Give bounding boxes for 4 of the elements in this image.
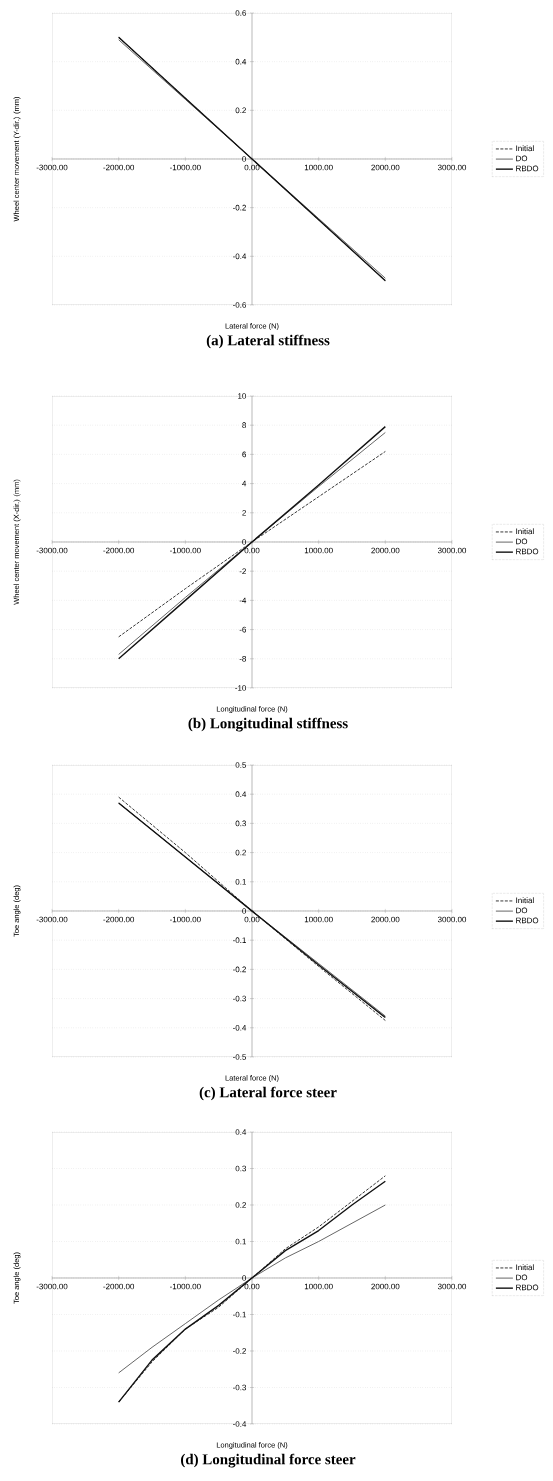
- text: (a) Lateral stiffness: [206, 334, 330, 349]
- text: (c) Lateral force steer: [199, 1086, 337, 1101]
- text: (d) Longitudinal force steer: [181, 1453, 356, 1468]
- text: (b) Longitudinal stiffness: [188, 717, 348, 732]
